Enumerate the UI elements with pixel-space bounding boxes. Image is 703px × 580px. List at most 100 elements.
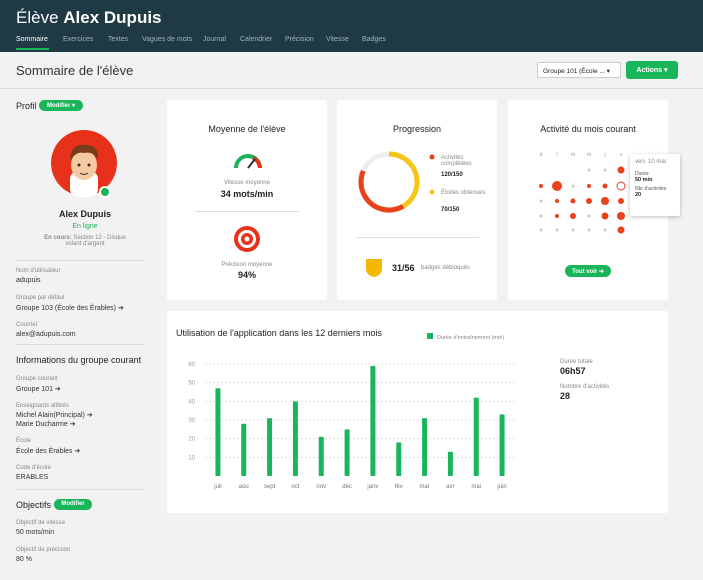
bar	[318, 436, 324, 476]
usage-chart: Utilisation de l'application dans les 12…	[176, 328, 609, 490]
x-tick-label: avr	[446, 484, 454, 490]
field-value[interactable]: Michel Alain(Principal) ➔	[16, 412, 93, 419]
objectives-heading: Objectifs	[16, 500, 52, 510]
tooltip: ven. 10 mai Durée 50 min Nbr d'activités…	[630, 154, 680, 216]
nav-item[interactable]: Vitesse	[326, 36, 349, 43]
field-label: Enseignants attitrés	[16, 403, 69, 409]
actions-button[interactable]: Actions ▾	[626, 61, 678, 79]
bar	[292, 401, 298, 476]
stat-label: Durée totale	[560, 359, 593, 365]
field-value: 80 %	[16, 556, 32, 563]
objectives-edit[interactable]: Modifier	[54, 499, 92, 510]
profile-edit[interactable]: Modifier ▾	[39, 100, 83, 111]
tooltip-date: ven. 10 mai	[635, 159, 667, 165]
field-label: Courriel	[16, 322, 38, 328]
status: En ligne	[72, 223, 98, 230]
group-select[interactable]: Groupe 101 (École ... ▾	[537, 62, 621, 78]
bar	[215, 388, 221, 476]
legend-dot	[429, 154, 435, 160]
field-value[interactable]: Groupe 101 ➔	[16, 386, 61, 393]
divider	[16, 344, 144, 345]
progress-card: Progression Activités complétées 120/150…	[337, 100, 497, 300]
tooltip-label: Durée	[635, 171, 649, 177]
nav-item[interactable]: Calendrier	[240, 36, 273, 43]
x-tick-label: sept	[264, 484, 276, 490]
bar	[344, 429, 350, 476]
x-tick-label: janv	[366, 484, 378, 490]
field-value: ERABLES	[16, 474, 49, 481]
profile-heading: Profil	[16, 101, 37, 111]
divider	[16, 260, 144, 261]
weekday: l	[556, 152, 557, 158]
chart-title: Utilisation de l'application dans les 12…	[176, 328, 382, 338]
x-tick-label: aou	[239, 484, 249, 490]
field-text: Groupe 101	[16, 386, 53, 393]
nav-item[interactable]: Précision	[285, 36, 314, 43]
bar	[241, 423, 247, 476]
field-text: Marie Ducharme	[16, 421, 68, 428]
see-all-text: Tout voir	[572, 269, 598, 275]
divider	[16, 489, 144, 490]
see-all-button[interactable]: Tout voir ➔	[565, 265, 611, 277]
speed-value: 34 mots/min	[220, 189, 274, 199]
ring-stars	[358, 151, 420, 213]
legend-dot	[429, 189, 435, 195]
speed-label: Vitesse moyenne	[224, 180, 270, 186]
y-tick-label: 60	[188, 362, 195, 368]
target-icon	[234, 226, 260, 252]
accuracy-value: 94%	[237, 270, 256, 280]
nav-underline	[16, 48, 49, 50]
field-label: Groupe par défaut	[16, 295, 65, 301]
weekday: d	[540, 152, 543, 158]
header-title: Élève Alex Dupuis	[16, 8, 162, 28]
field-label: Objectif de précision	[16, 547, 71, 553]
current-section: En cours: Section 12 - Disque volant d'a…	[36, 235, 134, 247]
y-tick-label: 40	[188, 399, 195, 405]
accuracy-label: Précision moyenne	[221, 262, 273, 268]
title-name: Alex Dupuis	[63, 8, 162, 27]
field-label: Code d'école	[16, 465, 51, 471]
bar	[447, 451, 453, 476]
bar	[473, 397, 479, 476]
stat-value: 28	[560, 391, 570, 401]
bar	[396, 442, 402, 476]
card-title: Moyenne de l'élève	[208, 124, 286, 134]
edit-text: Modifier	[46, 103, 71, 109]
y-tick-label: 50	[188, 381, 195, 387]
nav-item[interactable]: Exercices	[63, 36, 94, 43]
field-value[interactable]: École des Érables ➔	[16, 448, 81, 455]
x-tick-label: mar	[419, 484, 429, 490]
divider	[357, 237, 479, 238]
usage-card: Utilisation de l'application dans les 12…	[167, 311, 668, 513]
legend-swatch	[427, 333, 433, 339]
nav-item[interactable]: Textes	[108, 36, 129, 43]
stat-value: 06h57	[560, 366, 586, 376]
card-title: Activité du mois courant	[540, 124, 636, 134]
nav-item[interactable]: Vagues de mots	[142, 36, 193, 43]
bar	[422, 418, 428, 476]
x-tick-label: nov	[316, 484, 326, 490]
stat-label: Nombre d'activités	[560, 384, 609, 390]
bar	[370, 365, 376, 476]
field-label: École	[16, 438, 32, 444]
weekday: m	[571, 152, 575, 158]
item-value: 120/150	[441, 172, 463, 178]
field-value[interactable]: Groupe 103 (École des Érables) ➔	[16, 305, 124, 312]
speed-icon	[234, 154, 262, 169]
nav-item[interactable]: Badges	[362, 36, 386, 43]
student-name: Alex Dupuis	[58, 209, 111, 219]
y-tick-label: 20	[188, 437, 195, 443]
activity-card: Activité du mois courant d l m m j v ven…	[508, 100, 680, 300]
y-tick-label: 30	[188, 418, 195, 424]
avatar	[51, 130, 117, 198]
field-label: Nom d'utilisateur	[16, 268, 61, 274]
divider	[195, 211, 299, 212]
field-value[interactable]: Marie Ducharme ➔	[16, 421, 76, 428]
item-label: Étoiles obtenues	[441, 190, 486, 196]
card-title: Progression	[392, 124, 442, 134]
nav-item[interactable]: Journal	[203, 36, 226, 43]
divider	[0, 88, 703, 89]
nav-item[interactable]: Sommaire	[16, 36, 48, 43]
bar	[267, 418, 273, 476]
